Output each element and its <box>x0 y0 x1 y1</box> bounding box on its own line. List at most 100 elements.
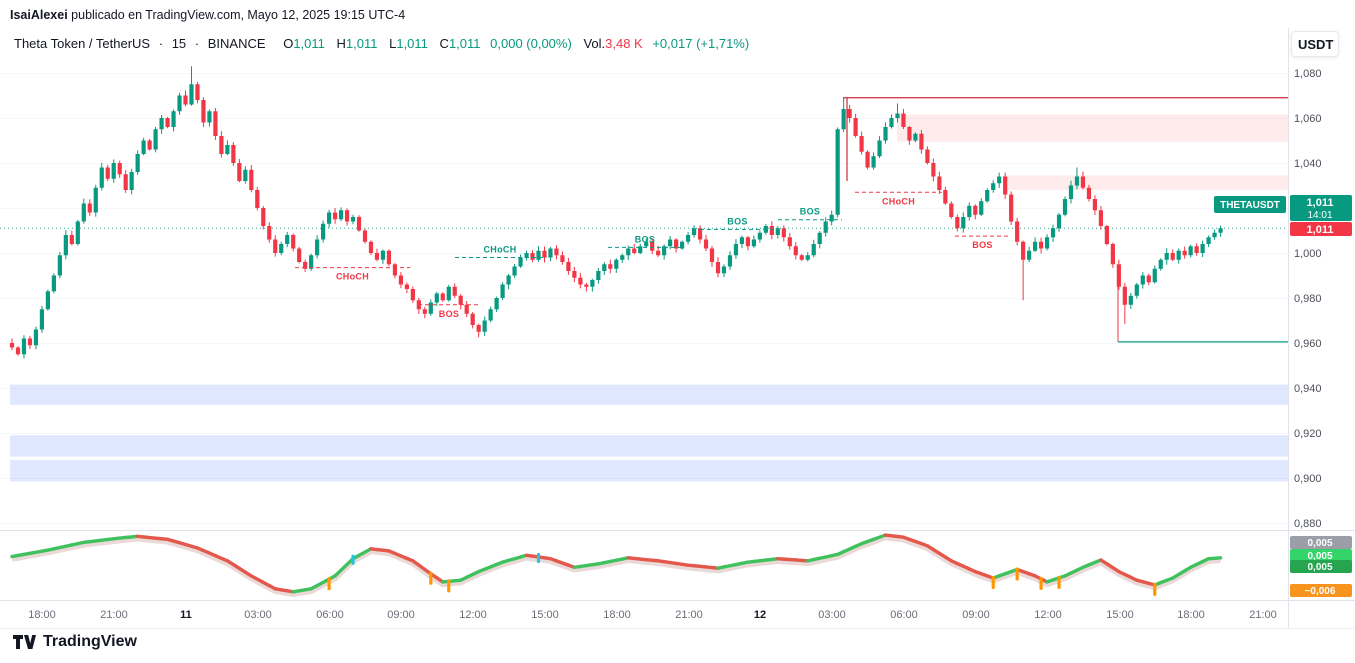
svg-text:18:00: 18:00 <box>1177 609 1205 621</box>
tradingview-footer[interactable]: TradingView <box>12 633 137 651</box>
signal-bar-orange <box>1039 576 1043 590</box>
close-value: 1,011 <box>448 36 481 51</box>
svg-text:21:00: 21:00 <box>100 609 128 621</box>
svg-text:BOS: BOS <box>727 216 747 226</box>
svg-text:09:00: 09:00 <box>962 609 990 621</box>
svg-text:18:00: 18:00 <box>603 609 631 621</box>
indicator-value-badge <box>1290 536 1352 549</box>
signal-bar-orange <box>1057 575 1061 589</box>
attribution-text: publicado en TradingView.com, Mayo 12, 2… <box>67 8 406 22</box>
supply-demand-zones <box>10 114 1288 482</box>
demand-zone <box>10 384 1288 405</box>
change-value: 0,000 (0,00%) <box>490 36 572 51</box>
svg-text:0,960: 0,960 <box>1294 338 1322 350</box>
volume-value: 3,48 K <box>605 36 643 51</box>
signal-bar-orange <box>327 577 331 591</box>
signal-bar-cyan <box>351 554 355 565</box>
symbol-title[interactable]: Theta Token / TetherUS <box>14 36 151 51</box>
low-label: L <box>389 36 397 51</box>
signal-bar-orange <box>1015 567 1019 581</box>
indicator-value-badge <box>1290 549 1352 562</box>
svg-text:18:00: 18:00 <box>28 609 56 621</box>
svg-text:1,080: 1,080 <box>1294 68 1322 80</box>
tradingview-logo-text: TradingView <box>43 633 137 650</box>
last-price-badge <box>1290 195 1352 221</box>
close-label: C <box>439 36 449 51</box>
svg-text:14:01: 14:01 <box>1307 210 1332 221</box>
high-label: H <box>336 36 346 51</box>
svg-text:21:00: 21:00 <box>1249 609 1277 621</box>
volume-change: +0,017 (+1,71%) <box>652 36 750 51</box>
time-axis[interactable]: 18:00 21:00 11 03:00 06:00 09:00 12:00 15:00 18:… <box>28 609 1277 621</box>
signal-bar-cyan <box>536 552 541 563</box>
exchange-name: BINANCE <box>207 36 266 51</box>
svg-text:0,005: 0,005 <box>1307 538 1332 549</box>
svg-text:BOS: BOS <box>635 234 655 244</box>
svg-text:THETAUSDT: THETAUSDT <box>1220 200 1280 211</box>
svg-text:21:00: 21:00 <box>675 609 703 621</box>
svg-text:12:00: 12:00 <box>459 609 487 621</box>
price-axis[interactable]: 1,0801,0601,0401,0201,0000,9800,9600,940… <box>1294 68 1322 530</box>
svg-text:15:00: 15:00 <box>531 609 559 621</box>
prev-price-badge <box>1290 222 1352 236</box>
volume-label: Vol. <box>583 36 606 51</box>
svg-text:CHoCH: CHoCH <box>882 196 915 206</box>
supply-zone <box>1003 175 1288 190</box>
candles <box>9 66 1223 359</box>
signal-bar-orange <box>1153 582 1157 596</box>
svg-text:11: 11 <box>180 609 192 621</box>
pane-dividers <box>0 28 1355 629</box>
svg-text:−0,006: −0,006 <box>1305 586 1336 597</box>
svg-text:1,011: 1,011 <box>1307 224 1334 236</box>
svg-text:0,920: 0,920 <box>1294 428 1322 440</box>
svg-text:CHoCH: CHoCH <box>484 245 517 255</box>
signal-bar-orange <box>429 571 433 585</box>
legend-separator: · <box>194 36 200 51</box>
svg-text:0,005: 0,005 <box>1307 562 1332 573</box>
symbol-legend: Theta Token / TetherUS · 15 · BINANCE O1… <box>14 36 749 51</box>
interval-value[interactable]: 15 <box>171 36 187 51</box>
svg-text:09:00: 09:00 <box>387 609 415 621</box>
attribution-bar: IsaiAlexei publicado en TradingView.com,… <box>10 8 405 22</box>
demand-zone <box>10 435 1288 457</box>
indicator-value-badge <box>1290 584 1352 597</box>
svg-text:0,005: 0,005 <box>1307 551 1332 562</box>
svg-text:0,880: 0,880 <box>1294 518 1322 530</box>
tradingview-logo-icon <box>13 635 36 649</box>
indicator-value-badge <box>1290 560 1352 573</box>
author-name[interactable]: IsaiAlexei <box>10 8 68 22</box>
svg-text:1,060: 1,060 <box>1294 113 1322 125</box>
svg-text:06:00: 06:00 <box>316 609 344 621</box>
svg-text:1,000: 1,000 <box>1294 248 1322 260</box>
svg-text:12: 12 <box>754 609 766 621</box>
svg-text:BOS: BOS <box>972 240 992 250</box>
signal-bar-orange <box>991 576 995 590</box>
svg-text:0,940: 0,940 <box>1294 383 1322 395</box>
svg-text:BOS: BOS <box>439 309 459 319</box>
svg-text:06:00: 06:00 <box>890 609 918 621</box>
svg-text:CHoCH: CHoCH <box>336 272 369 282</box>
low-value: 1,011 <box>396 36 428 51</box>
trend-lines <box>843 97 1288 343</box>
svg-text:0,980: 0,980 <box>1294 293 1322 305</box>
indicator-ribbon <box>10 533 1223 598</box>
currency-toggle-usdt[interactable]: USDT <box>1291 31 1339 57</box>
svg-text:0,900: 0,900 <box>1294 473 1322 485</box>
svg-text:12:00: 12:00 <box>1034 609 1062 621</box>
svg-text:03:00: 03:00 <box>244 609 272 621</box>
svg-text:1,011: 1,011 <box>1307 197 1334 209</box>
structure-annotations: CHoCH BOS CHoCH BOS BOS BOS CHoCH BOS <box>295 191 1010 319</box>
open-value: 1,011 <box>293 36 325 51</box>
signal-bar-orange <box>447 579 451 593</box>
legend-separator: · <box>158 36 164 51</box>
demand-zone <box>10 460 1288 482</box>
supply-zone <box>897 114 1288 142</box>
high-value: 1,011 <box>345 36 378 51</box>
svg-text:15:00: 15:00 <box>1106 609 1134 621</box>
svg-text:BOS: BOS <box>800 207 820 217</box>
svg-text:1,040: 1,040 <box>1294 158 1322 170</box>
